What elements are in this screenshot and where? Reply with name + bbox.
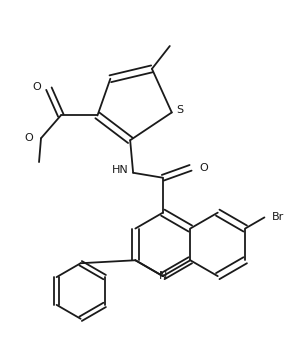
Text: O: O [200,163,208,173]
Text: O: O [32,82,41,92]
Text: N: N [159,271,167,281]
Text: S: S [176,105,183,116]
Text: Br: Br [272,212,285,222]
Text: HN: HN [111,165,128,175]
Text: O: O [24,133,33,143]
